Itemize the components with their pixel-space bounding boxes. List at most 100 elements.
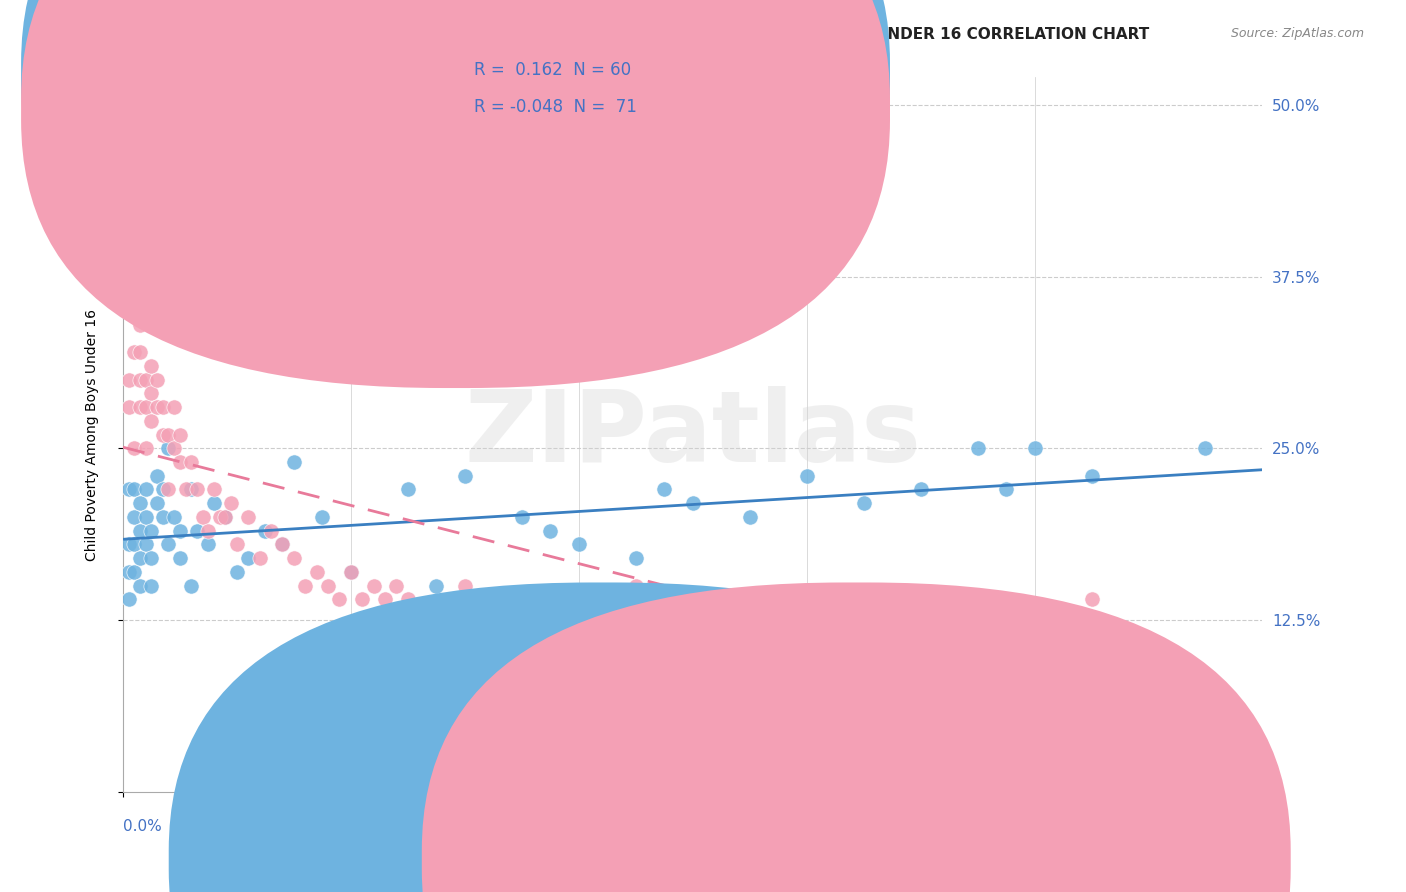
Point [135, 373, 157, 387]
Point [163, 510, 186, 524]
Point [1194, 442, 1216, 456]
Point [340, 565, 363, 579]
Text: 0.0%: 0.0% [122, 819, 162, 834]
Point [624, 551, 647, 566]
Point [1024, 620, 1046, 634]
Point [852, 606, 875, 620]
Point [169, 524, 191, 538]
Point [238, 551, 260, 566]
Point [254, 524, 277, 538]
Point [141, 579, 163, 593]
Point [538, 606, 561, 620]
Point [146, 373, 169, 387]
Point [146, 400, 169, 414]
Text: R = -0.048  N =  71: R = -0.048 N = 71 [474, 98, 637, 116]
Point [117, 537, 139, 551]
Point [141, 551, 163, 566]
Point [454, 468, 477, 483]
Point [117, 373, 139, 387]
Point [191, 510, 214, 524]
Point [157, 537, 180, 551]
Point [124, 483, 146, 497]
Point [294, 579, 316, 593]
Point [129, 345, 152, 359]
Point [129, 373, 152, 387]
Point [225, 537, 247, 551]
Point [146, 468, 169, 483]
Point [214, 510, 236, 524]
Point [124, 304, 146, 318]
Point [596, 620, 619, 634]
Point [214, 510, 236, 524]
Point [117, 565, 139, 579]
Point [738, 510, 761, 524]
Point [117, 483, 139, 497]
Point [129, 318, 152, 332]
Point [157, 427, 180, 442]
Text: IMMIGRANTS FROM ARMENIA VS IMMIGRANTS FROM UZBEKISTAN CHILD POVERTY AMONG BOYS U: IMMIGRANTS FROM ARMENIA VS IMMIGRANTS FR… [42, 27, 1150, 42]
Point [316, 579, 339, 593]
Point [682, 592, 704, 607]
Point [624, 579, 647, 593]
Point [135, 510, 157, 524]
Point [852, 496, 875, 510]
Point [425, 579, 447, 593]
Point [141, 386, 163, 401]
Point [385, 579, 408, 593]
Point [124, 565, 146, 579]
Point [1052, 606, 1074, 620]
Point [510, 592, 533, 607]
Point [169, 551, 191, 566]
Point [197, 524, 219, 538]
Point [202, 483, 225, 497]
Point [482, 592, 505, 607]
Point [124, 442, 146, 456]
Point [1080, 468, 1102, 483]
Point [157, 442, 180, 456]
Point [396, 483, 419, 497]
Point [152, 483, 174, 497]
Point [283, 455, 305, 469]
Point [163, 442, 186, 456]
Point [510, 510, 533, 524]
Point [910, 483, 932, 497]
Point [225, 565, 247, 579]
Point [124, 537, 146, 551]
Point [305, 565, 328, 579]
Point [454, 579, 477, 593]
Point [208, 510, 231, 524]
Point [135, 400, 157, 414]
Point [163, 400, 186, 414]
Text: Source: ZipAtlas.com: Source: ZipAtlas.com [1230, 27, 1364, 40]
Point [180, 579, 202, 593]
Point [910, 592, 932, 607]
Point [202, 496, 225, 510]
Point [124, 345, 146, 359]
Point [966, 442, 988, 456]
Point [966, 606, 988, 620]
Point [538, 524, 561, 538]
Point [260, 524, 283, 538]
Point [129, 551, 152, 566]
Point [271, 537, 294, 551]
Point [129, 496, 152, 510]
Point [271, 537, 294, 551]
Point [374, 592, 396, 607]
Point [169, 455, 191, 469]
Point [135, 483, 157, 497]
Point [738, 606, 761, 620]
Text: 20.0%: 20.0% [1215, 819, 1263, 834]
Point [117, 262, 139, 277]
Text: Immigrants from Uzbekistan: Immigrants from Uzbekistan [875, 853, 1092, 867]
Point [117, 592, 139, 607]
Text: ZIPatlas: ZIPatlas [464, 386, 921, 483]
Y-axis label: Child Poverty Among Boys Under 16: Child Poverty Among Boys Under 16 [86, 309, 100, 560]
Point [129, 579, 152, 593]
Point [995, 620, 1018, 634]
Point [396, 592, 419, 607]
Point [283, 551, 305, 566]
Point [1024, 442, 1046, 456]
Point [169, 427, 191, 442]
Point [141, 524, 163, 538]
Point [796, 468, 818, 483]
